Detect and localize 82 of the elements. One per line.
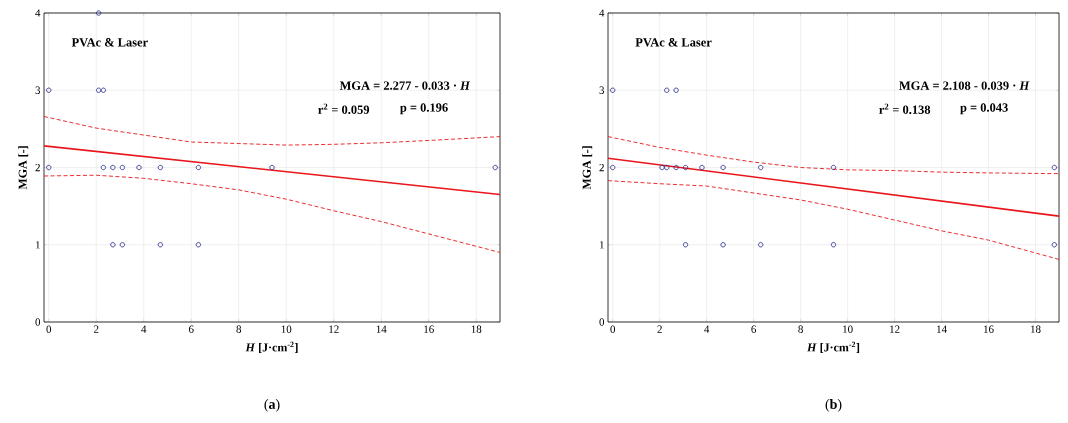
point — [95, 87, 102, 93]
x-axis-title: H [J·cm$^{-2}$] — [245, 341, 298, 353]
point — [664, 164, 670, 171]
y-tick-label: 3 — [599, 86, 605, 94]
y-tick-label: 0 — [35, 318, 41, 326]
x-tick-label: 8 — [236, 325, 242, 333]
point — [195, 164, 202, 171]
x-tick-label: 0 — [610, 325, 616, 333]
annotation: PVAc & Laser — [71, 38, 148, 47]
y-axis-title: MGA [-] — [18, 146, 29, 190]
point — [1051, 164, 1057, 171]
line-series — [43, 174, 501, 253]
x-tick-label: 6 — [188, 325, 194, 333]
point — [119, 164, 126, 171]
point — [46, 164, 52, 171]
point — [720, 164, 726, 171]
line-series — [607, 136, 1060, 175]
point — [492, 164, 498, 171]
point — [830, 242, 837, 248]
point — [157, 164, 164, 171]
point — [659, 164, 665, 171]
point — [1051, 242, 1057, 248]
y-tick-label: 3 — [35, 86, 41, 94]
y-tick-label: 1 — [35, 241, 40, 249]
point — [664, 87, 670, 93]
x-tick-label: 2 — [657, 325, 662, 333]
y-tick-label: 2 — [35, 163, 40, 172]
y-axis-title: MGA [-] — [582, 146, 593, 190]
point — [682, 242, 689, 248]
point — [46, 87, 52, 93]
x-tick-label: 16 — [984, 325, 994, 333]
x-tick-label: 18 — [471, 325, 482, 333]
x-tick-label: 10 — [281, 325, 292, 333]
point — [119, 242, 126, 248]
point — [610, 164, 616, 171]
x-tick-label: 2 — [94, 325, 99, 333]
x-axis-title: H [J·cm$^{-2}$] — [806, 341, 860, 353]
point — [110, 242, 116, 248]
annotation: MGA = 2.277 - 0.033 · H — [339, 81, 471, 90]
annotation: MGA = 2.108 - 0.039 · H — [899, 81, 1030, 90]
y-tick-label: 2 — [599, 163, 604, 172]
x-tick-label: 10 — [843, 325, 853, 333]
line-series — [43, 116, 501, 146]
point — [682, 164, 689, 171]
point — [673, 87, 679, 93]
x-tick-label: 16 — [424, 325, 434, 333]
text: (a) — [264, 399, 280, 412]
point — [673, 164, 679, 171]
point — [269, 164, 275, 171]
x-tick-label: 4 — [704, 325, 710, 333]
point — [758, 242, 764, 248]
text: (b) — [825, 399, 842, 412]
point — [136, 164, 142, 171]
point — [110, 164, 116, 171]
y-tick-label: 4 — [35, 9, 41, 17]
annotation: p = 0.196 — [400, 103, 448, 115]
point — [100, 87, 107, 93]
point — [100, 164, 107, 171]
annotation: r$^{2}$ = 0.138 — [879, 103, 931, 114]
point — [699, 164, 705, 171]
x-tick-label: 12 — [329, 325, 339, 333]
annotation: p = 0.043 — [960, 103, 1008, 115]
x-tick-label: 6 — [751, 325, 757, 333]
annotation: PVAc & Laser — [635, 38, 712, 47]
y-tick-label: 1 — [599, 241, 604, 249]
y-tick-label: 4 — [599, 9, 605, 17]
x-tick-label: 14 — [376, 325, 387, 333]
x-tick-label: 4 — [141, 325, 147, 333]
point — [95, 10, 102, 16]
point — [758, 164, 764, 171]
point — [610, 87, 616, 93]
x-tick-label: 8 — [798, 325, 803, 333]
x-tick-label: 12 — [890, 325, 900, 333]
point — [830, 164, 837, 171]
x-tick-label: 18 — [1031, 325, 1041, 333]
point — [157, 242, 164, 248]
x-tick-label: 14 — [937, 325, 947, 333]
y-tick-label: 0 — [599, 318, 605, 326]
point — [195, 242, 202, 248]
annotation: r$^{2}$ = 0.059 — [318, 103, 370, 114]
point — [720, 242, 726, 248]
x-tick-label: 0 — [46, 325, 52, 333]
